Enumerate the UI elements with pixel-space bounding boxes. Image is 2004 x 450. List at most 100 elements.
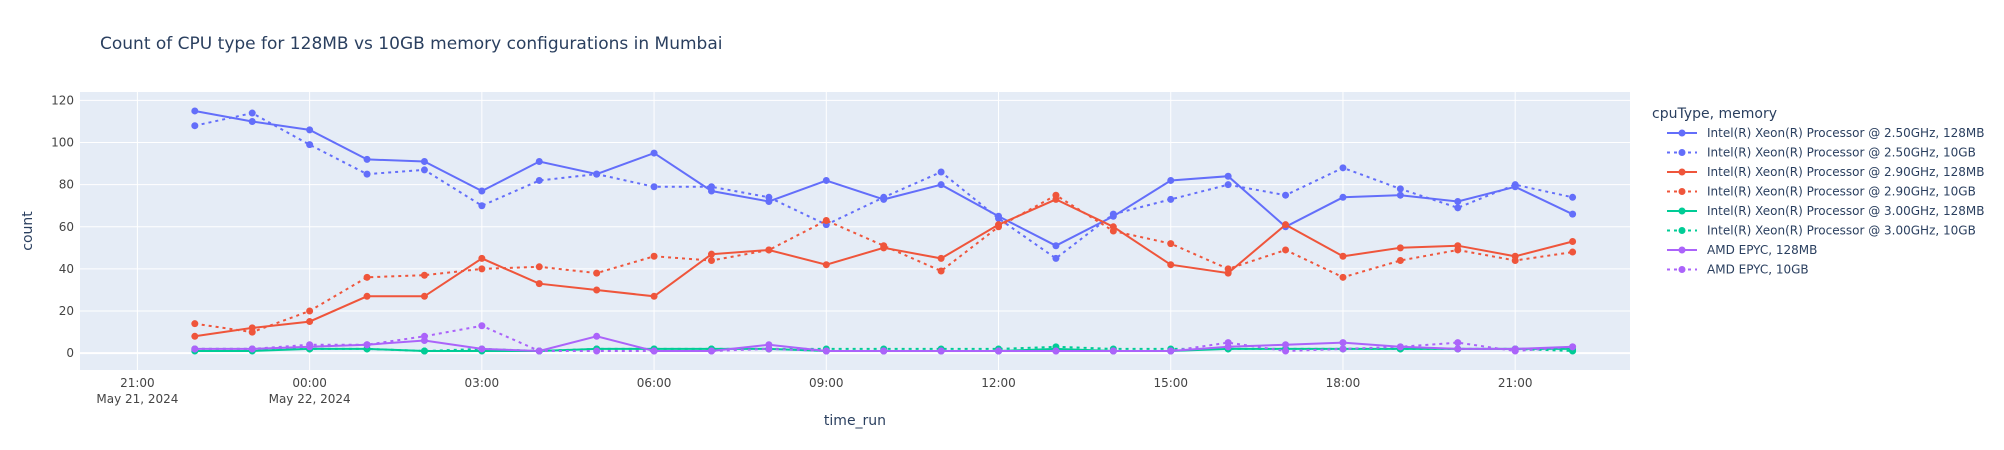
- legend-item[interactable]: AMD EPYC, 128MB: [1667, 243, 1817, 257]
- y-tick-label: 60: [59, 220, 74, 234]
- x-tick-label: 15:00: [1153, 376, 1188, 390]
- legend-item[interactable]: Intel(R) Xeon(R) Processor @ 2.50GHz, 10…: [1667, 146, 1976, 160]
- data-point: [880, 193, 888, 201]
- data-point: [707, 347, 715, 355]
- data-point: [363, 273, 371, 281]
- data-point: [1339, 339, 1347, 347]
- data-point: [1454, 339, 1462, 347]
- data-point: [937, 267, 945, 275]
- data-point: [248, 117, 256, 125]
- x-tick-label: 18:00: [1326, 376, 1361, 390]
- x-tick-label: 06:00: [637, 376, 672, 390]
- data-point: [593, 170, 601, 178]
- x-axis-ticks: 21:00 May 21, 2024 00:00 May 22, 2024 03:00 0…: [96, 376, 1532, 406]
- data-point: [1224, 339, 1232, 347]
- data-point: [650, 183, 658, 191]
- data-point: [1339, 193, 1347, 201]
- data-point: [822, 216, 830, 224]
- data-point: [478, 187, 486, 195]
- data-point: [937, 181, 945, 189]
- grid: [80, 92, 1630, 370]
- data-point: [1282, 246, 1290, 254]
- chart-title: Count of CPU type for 128MB vs 10GB memo…: [100, 34, 722, 54]
- legend-label: Intel(R) Xeon(R) Processor @ 2.50GHz, 12…: [1707, 126, 1985, 140]
- series-1: [191, 109, 1577, 262]
- data-point: [1454, 204, 1462, 212]
- data-point: [1454, 246, 1462, 254]
- data-point: [191, 320, 199, 328]
- legend-swatch-marker: [1678, 227, 1686, 234]
- data-point: [1109, 227, 1117, 235]
- data-point: [535, 263, 543, 271]
- legend-label: AMD EPYC, 128MB: [1707, 243, 1817, 257]
- data-point: [707, 256, 715, 264]
- data-point: [363, 292, 371, 300]
- data-point: [1109, 210, 1117, 218]
- data-point: [1454, 198, 1462, 206]
- x-tick-label: 21:00: [120, 376, 155, 390]
- legend-item[interactable]: Intel(R) Xeon(R) Processor @ 2.50GHz, 12…: [1667, 126, 1985, 140]
- data-point: [420, 292, 428, 300]
- data-point: [248, 328, 256, 336]
- data-point: [1569, 210, 1577, 218]
- data-point: [420, 271, 428, 279]
- data-point: [937, 168, 945, 176]
- data-point: [650, 252, 658, 260]
- data-point: [1396, 191, 1404, 199]
- data-point: [1282, 341, 1290, 349]
- legend-swatch-marker: [1678, 149, 1686, 156]
- data-point: [420, 166, 428, 174]
- data-point: [650, 292, 658, 300]
- legend-swatch-marker: [1678, 266, 1686, 273]
- data-point: [1396, 256, 1404, 264]
- x-tick-label: 09:00: [809, 376, 844, 390]
- data-point: [822, 261, 830, 269]
- legend-item[interactable]: Intel(R) Xeon(R) Processor @ 2.90GHz, 12…: [1667, 165, 1985, 179]
- data-point: [822, 176, 830, 184]
- data-point: [1224, 172, 1232, 180]
- data-point: [1396, 343, 1404, 351]
- data-point: [191, 107, 199, 115]
- data-point: [420, 347, 428, 355]
- legend-title: cpuType, memory: [1652, 106, 1777, 122]
- data-point: [306, 126, 314, 134]
- data-point: [880, 347, 888, 355]
- data-point: [248, 109, 256, 117]
- data-point: [1052, 347, 1060, 355]
- data-point: [535, 158, 543, 165]
- y-tick-label: 0: [66, 346, 74, 360]
- y-tick-label: 120: [51, 93, 74, 107]
- data-point: [593, 332, 601, 340]
- legend-label: Intel(R) Xeon(R) Processor @ 2.90GHz, 12…: [1707, 165, 1985, 179]
- series-3: [191, 191, 1577, 336]
- data-point: [1396, 244, 1404, 252]
- legend-item[interactable]: Intel(R) Xeon(R) Processor @ 2.90GHz, 10…: [1667, 185, 1976, 199]
- x-tick-label: 00:00: [292, 376, 327, 390]
- legend-item[interactable]: AMD EPYC, 10GB: [1667, 263, 1809, 277]
- data-point: [650, 149, 658, 157]
- data-point: [1511, 347, 1519, 355]
- data-point: [1339, 273, 1347, 281]
- data-point: [1052, 242, 1060, 250]
- data-point: [593, 269, 601, 277]
- data-point: [765, 246, 773, 254]
- data-point: [1167, 240, 1175, 248]
- y-tick-label: 40: [59, 262, 74, 276]
- data-point: [1339, 252, 1347, 260]
- data-point: [535, 347, 543, 355]
- x-tick-label: 12:00: [981, 376, 1016, 390]
- data-point: [937, 347, 945, 355]
- legend-label: Intel(R) Xeon(R) Processor @ 2.50GHz, 10…: [1707, 146, 1976, 160]
- x-tick-label: 03:00: [465, 376, 500, 390]
- data-point: [1569, 238, 1577, 246]
- data-point: [191, 345, 199, 353]
- data-point: [420, 332, 428, 340]
- data-point: [535, 176, 543, 184]
- data-point: [1569, 343, 1577, 351]
- data-point: [306, 318, 314, 326]
- data-point: [1167, 176, 1175, 184]
- data-point: [593, 347, 601, 355]
- legend-item[interactable]: Intel(R) Xeon(R) Processor @ 3.00GHz, 12…: [1667, 204, 1985, 218]
- legend-item[interactable]: Intel(R) Xeon(R) Processor @ 3.00GHz, 10…: [1667, 224, 1976, 238]
